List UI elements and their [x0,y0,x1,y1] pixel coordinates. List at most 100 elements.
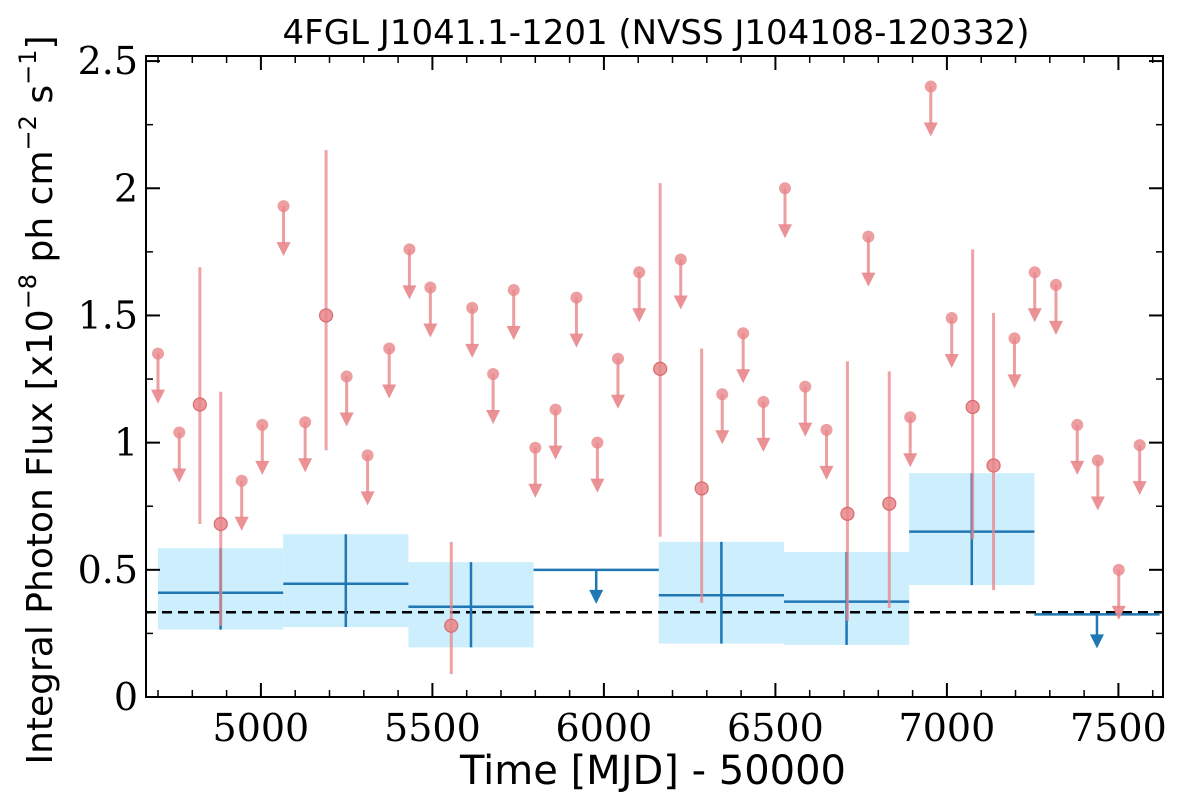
fine-ul-point [299,416,312,429]
fine-ul-point [466,301,479,314]
x-tick-label: 7500 [1070,706,1167,750]
fine-ul-point [1028,266,1041,279]
fine-upper-limit-10 [423,281,438,338]
fine-ul-point [549,403,562,416]
y-axis-label-exp1: −8 [14,274,42,309]
fine-ul-arrow [506,326,521,341]
fine-ul-point [1049,278,1062,291]
fine-detection-5 [694,348,709,603]
y-axis-label-exp2: −2 [14,115,42,150]
fine-detection-point [192,397,207,412]
fine-detection-1 [213,391,228,626]
fine-upper-limit-11 [465,301,480,358]
fine-detection-point [965,399,980,415]
fine-ul-arrow [255,460,270,475]
fine-detection-0 [192,267,207,525]
fine-upper-limit-33 [1048,278,1063,335]
y-axis-label-part2: ph cm [20,150,61,273]
fine-upper-limit-4 [276,200,291,257]
fine-upper-limit-31 [1007,332,1022,389]
fine-ul-arrow [1070,460,1085,475]
fine-upper-limit-13 [506,284,521,341]
fine-detection-3 [444,541,459,675]
fine-upper-limit-30 [944,311,959,368]
fine-detection-7 [882,371,897,608]
fine-ul-point [904,411,917,424]
fine-upper-limit-17 [590,436,605,493]
fine-upper-limit-14 [528,441,543,498]
fine-upper-limit-12 [486,367,501,424]
fine-detection-point [882,496,897,511]
fine-upper-limit-35 [1090,454,1105,511]
fine-upper-limit-6 [339,370,354,427]
fine-ul-arrow [756,437,771,452]
fine-ul-point [945,311,958,324]
fine-detection-point [318,308,334,323]
fine-ul-arrow [715,430,730,445]
coarse-bin-1 [283,534,409,628]
x-tick-label: 5000 [213,706,310,750]
fine-ul-point [737,327,750,340]
y-tick-label: 2.5 [78,39,138,83]
fine-detection-point [444,618,459,633]
fine-ul-point [799,380,812,393]
fine-detection-8 [965,249,980,540]
fine-ul-arrow [486,409,501,424]
y-tick-label: 0.5 [78,548,138,592]
y-tick-label: 1 [114,421,138,465]
fine-ul-arrow [569,333,584,348]
fine-ul-point [361,449,374,462]
fine-ul-arrow [1111,605,1126,620]
fine-upper-limit-25 [798,380,813,437]
fine-upper-limit-15 [548,403,563,460]
fine-detection-2 [318,150,334,451]
fine-ul-arrow [402,285,417,300]
fine-ul-point [757,395,770,408]
fine-detection-point [653,361,668,376]
fine-upper-limit-1 [172,426,187,483]
y-axis-label-end: ] [20,35,61,49]
fine-upper-limit-23 [756,395,771,452]
fine-ul-point [256,418,269,431]
fine-upper-limit-3 [255,418,270,475]
fine-upper-limit-7 [360,449,375,506]
fine-upper-limit-34 [1070,418,1085,475]
fine-ul-arrow [903,453,918,468]
fine-upper-limit-28 [903,411,918,468]
fine-ul-arrow [1132,481,1147,496]
coarse-bin-3 [658,541,784,644]
fine-ul-arrow [736,369,751,384]
fine-upper-limit-29 [923,80,938,137]
chart-title: 4FGL J1041.1-1201 (NVSS J104108-120332) [283,13,1030,53]
fine-ul-arrow [172,468,187,483]
fine-upper-limit-16 [569,291,584,348]
fine-ul-point [1091,454,1104,467]
fine-detection-9 [986,312,1001,591]
fine-ul-point [487,367,500,380]
fine-ul-point [716,388,729,401]
fine-upper-limit-20 [673,253,688,310]
fine-ul-point [529,441,542,454]
fine-ul-arrow [923,122,938,137]
fine-upper-limit-24 [778,182,793,239]
fine-ul-arrow [339,412,354,427]
fine-upper-limit-32 [1027,266,1042,323]
fine-ul-arrow [673,295,688,310]
fine-ul-arrow [548,445,563,460]
fine-ul-point [924,80,937,93]
fine-upper-limit-26 [819,423,834,480]
fine-ul-arrow [465,343,480,358]
fine-ul-arrow [382,384,397,399]
fine-detection-4 [653,183,668,537]
fine-ul-arrow [798,422,813,437]
fine-ul-point [152,347,165,360]
fine-detection-point [986,458,1001,473]
fine-detection-point [840,506,855,521]
y-axis-label-part1: Integral Photon Flux [x10 [20,309,61,764]
x-axis-label: Time [MJD] - 50000 [459,748,846,794]
y-tick-label: 2 [114,166,138,210]
fine-detection-6 [840,361,855,621]
x-tick-label: 7000 [899,706,996,750]
coarse-upper-limit-1 [1034,613,1160,649]
